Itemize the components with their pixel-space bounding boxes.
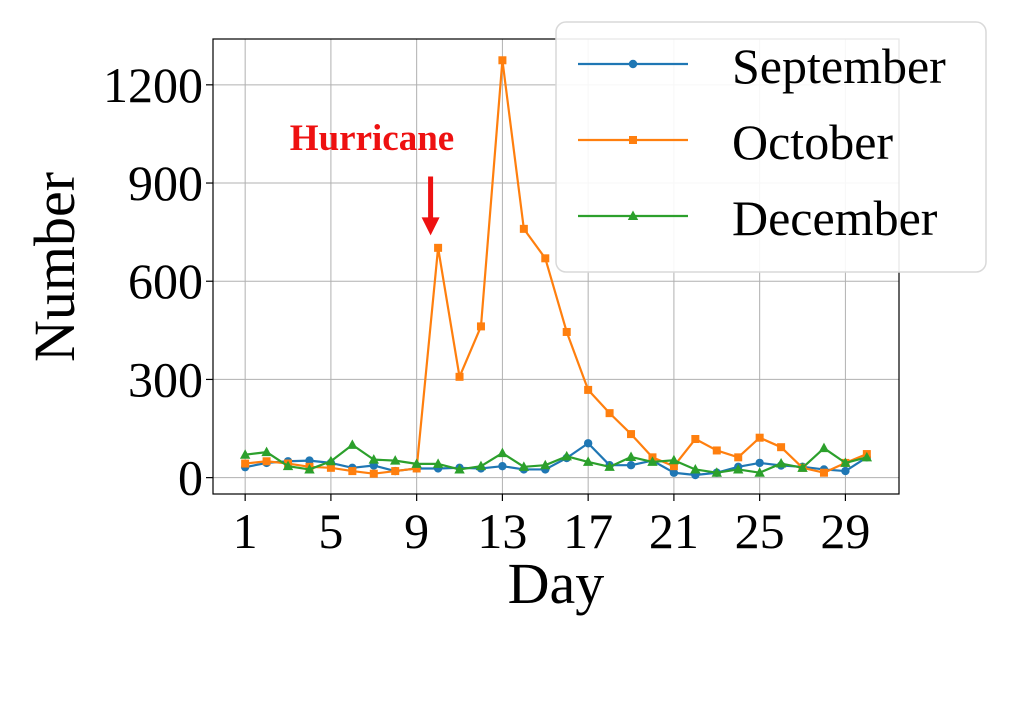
x-tick-label: 5 <box>318 503 343 559</box>
y-tick-label: 0 <box>178 450 203 506</box>
legend-box <box>555 21 987 273</box>
y-tick-label: 1200 <box>103 57 203 113</box>
data-point-october <box>819 468 828 477</box>
data-point-october <box>455 372 464 381</box>
data-point-october <box>605 409 614 418</box>
data-point-september <box>755 458 764 468</box>
legend-item-october: October <box>578 114 893 170</box>
data-point-october <box>391 467 400 476</box>
x-tick-label: 21 <box>649 503 699 559</box>
x-tick-label: 29 <box>820 503 870 559</box>
legend-item-september: September <box>578 38 946 94</box>
legend-item-december: December <box>578 190 938 246</box>
data-point-september <box>305 456 314 465</box>
data-point-december <box>540 459 551 470</box>
data-point-october <box>412 464 421 473</box>
x-tick-label: 1 <box>233 503 258 559</box>
data-point-october <box>669 462 678 471</box>
data-point-october <box>712 446 721 455</box>
data-point-december <box>432 458 444 468</box>
data-point-december <box>668 454 680 465</box>
data-point-december <box>304 463 315 474</box>
data-point-december <box>818 442 830 453</box>
data-point-october <box>777 443 786 452</box>
data-point-october <box>262 457 271 466</box>
data-point-september <box>583 439 593 448</box>
data-point-december <box>604 461 615 471</box>
data-point-december <box>282 460 294 471</box>
series-layer <box>239 56 873 480</box>
data-point-october <box>476 322 485 331</box>
data-point-december <box>582 456 594 466</box>
data-point-october <box>326 463 335 472</box>
data-point-december <box>561 450 572 461</box>
data-point-december <box>861 451 873 462</box>
series-line-september <box>244 442 868 477</box>
data-point-december <box>239 449 251 459</box>
data-point-september <box>841 466 850 476</box>
x-tick-label: 9 <box>404 503 429 559</box>
data-point-december <box>840 457 851 467</box>
data-point-october <box>348 467 357 476</box>
x-tick-label: 25 <box>735 503 785 559</box>
data-point-december <box>454 463 465 474</box>
hurricane-annotation: Hurricane <box>290 118 454 236</box>
y-tick-label: 600 <box>128 253 203 309</box>
y-tick-label: 900 <box>128 155 203 211</box>
y-tick-label: 300 <box>128 351 203 407</box>
y-ticks: 0 300 600 900 1200 <box>103 57 213 506</box>
y-axis-label: Number <box>22 172 87 362</box>
data-point-october <box>434 243 443 252</box>
data-point-december <box>368 454 379 464</box>
legend-label-october: October <box>732 114 893 170</box>
data-point-december <box>411 458 422 468</box>
series-december <box>239 439 873 477</box>
annotation-arrow-head <box>421 217 440 236</box>
data-point-october <box>584 385 593 394</box>
data-point-december <box>733 463 744 474</box>
legend-label-december: December <box>732 190 938 246</box>
x-axis-label: Day <box>508 551 605 616</box>
data-point-october <box>241 459 250 468</box>
data-point-december <box>347 439 358 449</box>
data-point-december <box>625 451 637 462</box>
x-ticks: 1 5 9 13 17 21 25 29 <box>233 494 870 559</box>
data-point-december <box>518 461 530 471</box>
data-point-october <box>734 453 743 462</box>
x-tick-label: 13 <box>477 503 527 559</box>
data-point-december <box>647 456 658 466</box>
data-point-september <box>626 460 636 470</box>
data-point-october <box>627 430 636 439</box>
data-point-december <box>475 460 487 471</box>
data-point-december <box>711 467 722 477</box>
data-point-october <box>562 327 571 336</box>
data-point-december <box>261 446 272 457</box>
data-point-october <box>369 469 378 478</box>
data-point-september <box>669 468 679 477</box>
data-point-december <box>325 455 337 466</box>
data-point-december <box>754 467 765 477</box>
legend-marker-october <box>629 136 637 144</box>
data-point-october <box>498 56 507 65</box>
legend: September October December <box>555 21 987 273</box>
data-point-october <box>755 433 764 442</box>
x-tick-label: 17 <box>563 503 613 559</box>
data-point-december <box>775 458 787 468</box>
data-point-december <box>497 447 508 458</box>
legend-label-september: September <box>732 38 946 94</box>
data-point-october <box>519 224 528 233</box>
data-point-october <box>541 254 550 263</box>
legend-marker-september <box>628 59 638 69</box>
annotation-label: Hurricane <box>290 118 454 159</box>
data-point-october <box>691 435 700 444</box>
data-point-december <box>390 455 401 465</box>
data-point-december <box>690 463 701 474</box>
data-point-december <box>797 462 808 472</box>
legend-marker-december <box>627 210 639 220</box>
data-point-september <box>498 461 507 471</box>
